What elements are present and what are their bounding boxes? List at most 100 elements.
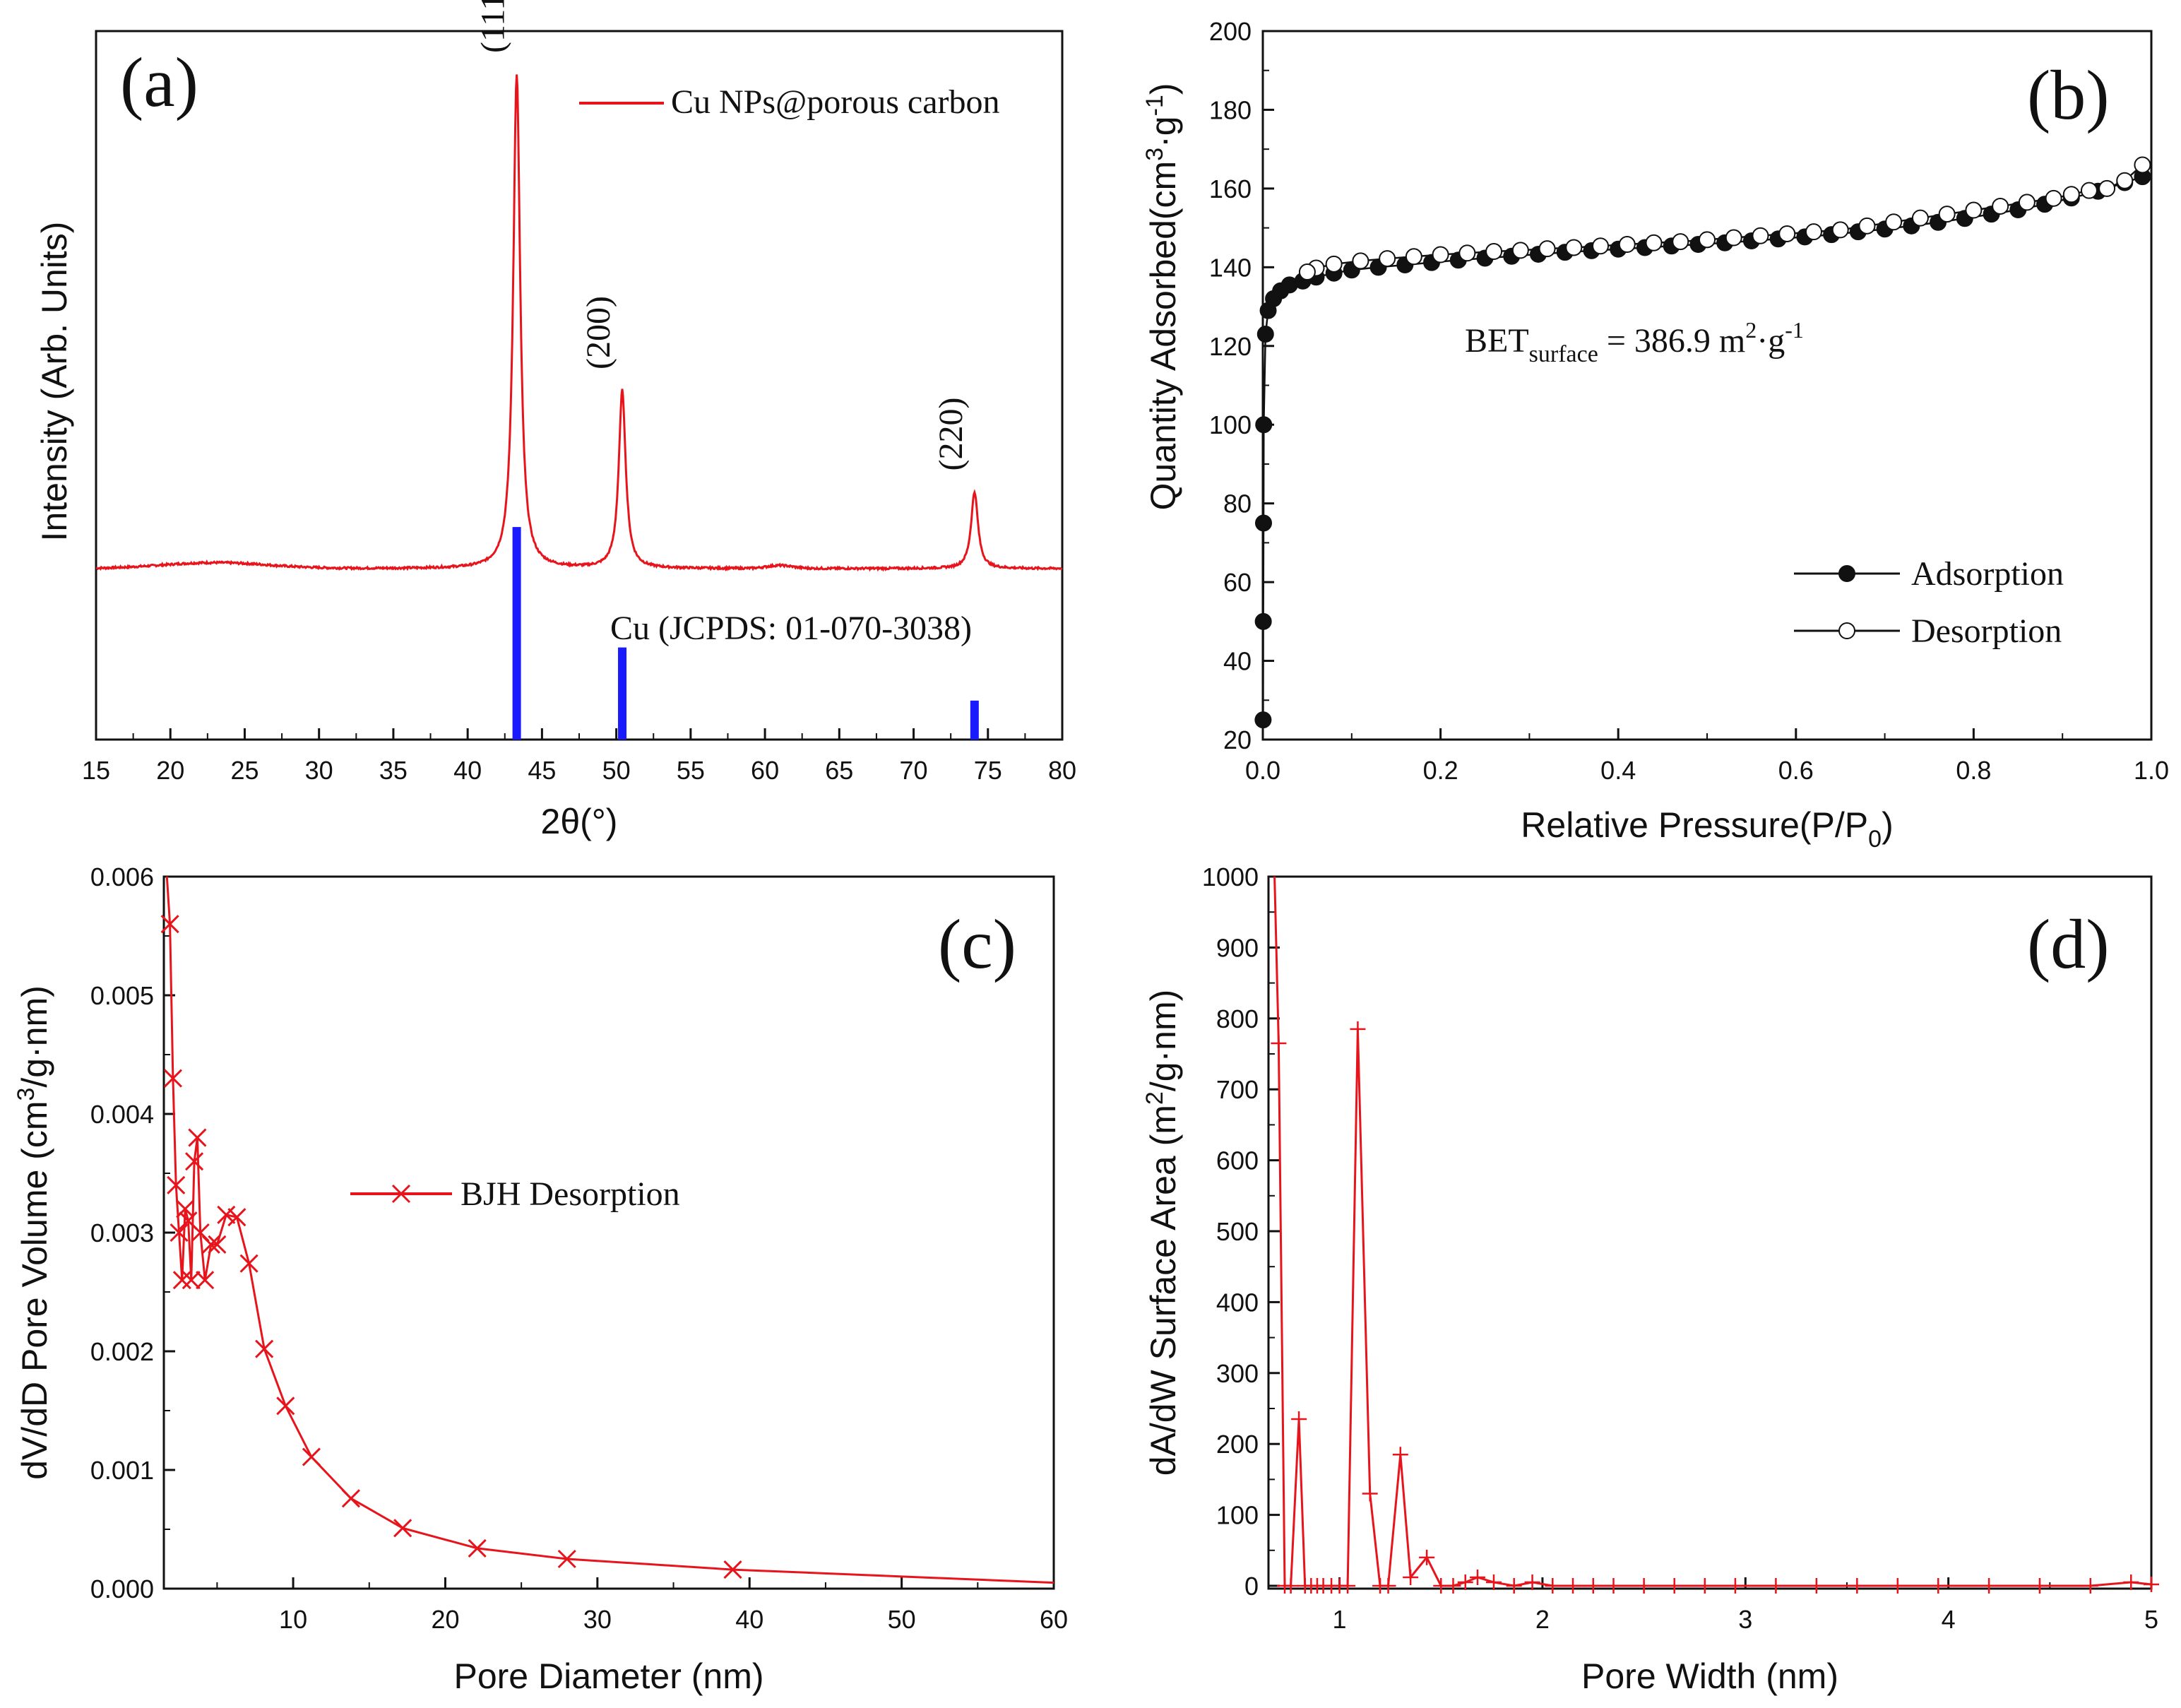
x-tick-label: 40: [735, 1605, 763, 1634]
panel-a-label: (a): [120, 43, 198, 121]
y-tick-label: 0: [1244, 1572, 1259, 1601]
panel-d: 1 2 3 4 5 0 100 200 300 400 500 600 700 800 900 1000 (d…: [1141, 862, 2159, 1696]
y-tick-label: 200: [1209, 17, 1252, 46]
dadw-line: [1273, 876, 2152, 1587]
y-tick-label: 80: [1223, 490, 1252, 518]
legend-adsorption-label: Adsorption: [1911, 555, 2064, 593]
x-tick-label: 70: [900, 756, 928, 785]
dadw-point: [2031, 1578, 2048, 1594]
panel-c-plot: [160, 876, 1054, 1584]
desorption-point: [1992, 197, 2009, 215]
adsorption-point: [1254, 711, 1272, 729]
y-tick-label: 0.003: [90, 1218, 154, 1247]
desorption-point: [1752, 227, 1769, 244]
dadw-point: [1506, 1578, 1522, 1594]
desorption-point: [1699, 231, 1716, 249]
desorption-point: [1538, 240, 1556, 258]
reference-bar: [512, 527, 521, 740]
dadw-point: [1469, 1569, 1485, 1585]
y-tick-label: 200: [1216, 1430, 1259, 1459]
panel-c-label: (c): [938, 905, 1016, 983]
peak-label: (220): [932, 398, 970, 471]
x-tick-label: 3: [1738, 1605, 1752, 1634]
desorption-point: [1565, 239, 1583, 256]
x-tick-label: 20: [431, 1605, 459, 1634]
desorption-point: [2098, 179, 2116, 197]
panel-b: 0.0 0.2 0.4 0.6 0.8 1.0 20 40 60 80 100 120 140 160 18…: [1141, 17, 2169, 853]
desorption-point: [1325, 255, 1343, 273]
y-tick-label: 0.004: [90, 1100, 154, 1129]
peak-label: (200): [580, 296, 617, 369]
bjh-point: [201, 1235, 220, 1254]
desorption-point: [2045, 189, 2062, 207]
dadw-point: [1403, 1569, 1419, 1585]
desorption-point: [2018, 194, 2036, 211]
x-tick-label: 50: [602, 756, 631, 785]
panel-a-reference-label: Cu (JCPDS: 01-070-3038): [610, 610, 972, 647]
panel-d-x-title: Pore Width (nm): [1581, 1656, 1838, 1696]
x-tick-label: 1.0: [2134, 756, 2169, 785]
x-tick-label: 0.0: [1245, 756, 1280, 785]
y-tick-label: 160: [1209, 174, 1252, 203]
dadw-point: [1380, 1578, 1396, 1594]
y-tick-label: 0.005: [90, 981, 154, 1010]
panel-b-legend: Adsorption Desorption: [1794, 555, 2064, 650]
bjh-point: [196, 1271, 215, 1290]
desorption-point: [1938, 206, 1956, 223]
desorption-point: [1645, 234, 1663, 251]
bjh-point: [188, 1128, 207, 1147]
dadw-point: [1445, 1578, 1461, 1594]
bjh-point: [167, 1175, 186, 1194]
panel-d-y-title: dA/dW Surface Area (m2/g·nm): [1141, 990, 1183, 1476]
x-tick-label: 35: [379, 756, 408, 785]
bjh-line: [165, 876, 1054, 1584]
peak-label: (111): [475, 0, 512, 53]
dadw-point: [1666, 1578, 1682, 1594]
x-tick-label: 60: [751, 756, 779, 785]
legend-adsorption-marker: [1838, 565, 1855, 582]
dadw-point: [1565, 1578, 1581, 1594]
y-tick-label: 60: [1223, 568, 1252, 597]
x-tick-label: 15: [82, 756, 110, 785]
x-tick-label: 55: [677, 756, 705, 785]
panel-a-legend-text: Cu NPs@porous carbon: [671, 83, 1000, 121]
adsorption-point: [1255, 416, 1273, 434]
desorption-point: [1592, 237, 1610, 255]
bjh-point: [163, 1069, 182, 1088]
panel-b-plot: [1254, 156, 2151, 729]
panel-a-y-title: Intensity (Arb. Units): [35, 222, 74, 542]
bjh-point: [217, 1205, 236, 1224]
desorption-point: [1778, 225, 1796, 242]
y-tick-label: 180: [1209, 95, 1252, 124]
adsorption-point: [1256, 326, 1274, 343]
x-tick-label: 75: [974, 756, 1002, 785]
bjh-point: [393, 1519, 412, 1538]
panel-c-legend: BJH Desorption: [350, 1175, 680, 1213]
panel-d-frame: [1267, 875, 2153, 1590]
x-tick-label: 65: [825, 756, 853, 785]
y-tick-label: 1000: [1202, 862, 1259, 891]
dadw-point: [1524, 1574, 1540, 1590]
dadw-point: [1457, 1574, 1473, 1590]
desorption-point: [1805, 223, 1822, 241]
bjh-point: [276, 1396, 295, 1416]
x-tick-label: 4: [1942, 1605, 1956, 1634]
dadw-point: [1350, 1021, 1366, 1037]
desorption-point: [1511, 242, 1529, 259]
x-tick-label: 45: [528, 756, 556, 785]
desorption-point: [2116, 172, 2134, 189]
bjh-point: [185, 1152, 204, 1171]
bjh-point: [182, 1271, 201, 1290]
x-tick-label: 2: [1535, 1605, 1550, 1634]
x-tick-label: 30: [305, 756, 333, 785]
y-tick-label: 700: [1216, 1075, 1259, 1104]
dadw-point: [1291, 1411, 1307, 1428]
legend-desorption-marker: [1838, 622, 1855, 639]
dadw-point: [1392, 1447, 1408, 1463]
y-tick-label: 20: [1223, 725, 1252, 754]
x-tick-label: 40: [453, 756, 482, 785]
dadw-point: [1605, 1578, 1622, 1594]
desorption-point: [1885, 213, 1903, 231]
x-tick-label: 10: [279, 1605, 307, 1634]
xrd-pattern-line: [95, 74, 1063, 572]
